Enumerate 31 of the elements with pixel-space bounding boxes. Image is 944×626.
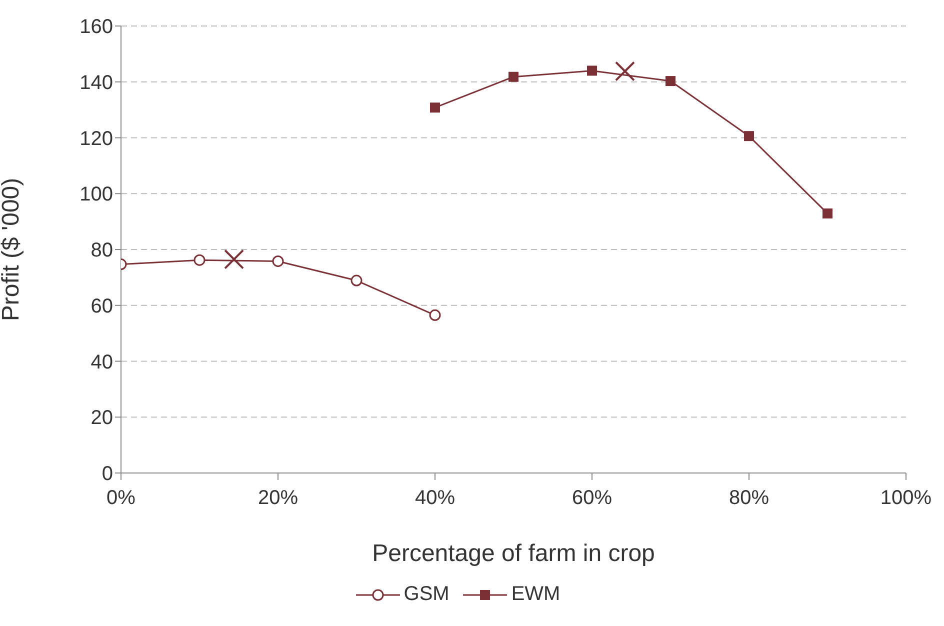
point: [272, 255, 284, 267]
y-tick-label: 0: [102, 463, 113, 486]
point: [822, 208, 832, 218]
x-tick-label: 0%: [106, 487, 136, 510]
y-axis-title: Profit ($ '000): [0, 178, 25, 322]
point: [429, 309, 441, 321]
point: [744, 131, 754, 142]
point: [508, 72, 518, 82]
x-tick-label: 100%: [880, 487, 932, 510]
point: [587, 66, 597, 76]
x-tick-label: 60%: [572, 487, 612, 510]
y-tick-label: 20: [90, 407, 113, 430]
x-axis-title: Percentage of farm in crop: [372, 540, 655, 567]
y-tick-label: 100: [80, 184, 113, 206]
y-tick-label: 160: [80, 16, 113, 38]
point: [194, 254, 206, 266]
legend-label: EWM: [511, 583, 560, 606]
y-tick-label: 60: [90, 295, 113, 318]
legend-label: GSM: [404, 583, 450, 606]
point: [430, 102, 440, 113]
x-tick-label: 20%: [258, 487, 298, 510]
x-tick-label: 40%: [414, 487, 456, 510]
y-tick-label: 40: [90, 351, 113, 374]
point: [224, 249, 244, 270]
x-tick-label: 80%: [728, 487, 770, 510]
point: [614, 61, 635, 82]
point: [350, 274, 362, 286]
y-tick-label: 120: [80, 128, 113, 150]
y-tick-label: 80: [90, 240, 113, 262]
point: [666, 76, 676, 86]
y-tick-label: 140: [80, 72, 113, 94]
